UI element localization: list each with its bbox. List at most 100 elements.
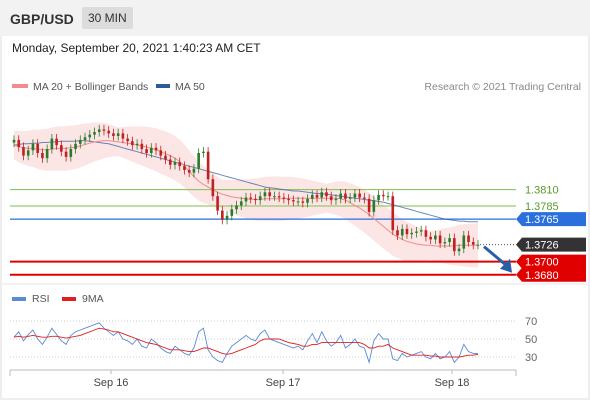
- candle: [396, 225, 399, 241]
- level-label-1.3785: 1.3785: [525, 201, 559, 213]
- candle: [225, 211, 229, 225]
- x-tick-label: Sep 18: [435, 377, 470, 389]
- candle-body: [60, 145, 63, 152]
- rsi-tick-70: 70: [525, 316, 537, 328]
- candle: [363, 192, 366, 204]
- level-label-1.3726: 1.3726: [525, 240, 559, 252]
- candle: [263, 187, 267, 201]
- candle-body: [263, 192, 267, 197]
- rsi-ma9-line: [13, 327, 479, 358]
- candle-body: [239, 201, 243, 206]
- candle: [400, 224, 404, 241]
- candle: [140, 139, 144, 154]
- level-label-1.3700: 1.3700: [525, 257, 559, 269]
- candle-body: [386, 196, 390, 198]
- candle: [448, 233, 451, 247]
- candle: [26, 145, 30, 161]
- candle-body: [244, 197, 248, 202]
- candle-body: [438, 235, 442, 244]
- candle-body: [64, 151, 68, 157]
- candle-body: [197, 152, 200, 169]
- candle: [329, 191, 333, 205]
- candle-body: [443, 242, 447, 244]
- candle-body: [429, 236, 432, 240]
- candle-body: [69, 149, 73, 157]
- candle-body: [78, 139, 82, 144]
- candle: [301, 196, 305, 208]
- candle: [221, 206, 224, 225]
- candle-body: [31, 143, 35, 151]
- ma9-legend-label: 9MA: [82, 293, 104, 305]
- candle: [121, 128, 125, 144]
- candle: [206, 147, 210, 184]
- candle: [467, 230, 470, 247]
- candle: [325, 187, 328, 201]
- candle-body: [334, 198, 338, 201]
- candle-body: [225, 215, 229, 220]
- forecast-arrow-shaft: [483, 245, 509, 268]
- candle: [50, 134, 54, 154]
- candle: [164, 151, 167, 165]
- level-tag-1.3765: [516, 212, 586, 227]
- candle: [320, 187, 324, 203]
- candle: [12, 135, 16, 148]
- candle: [372, 195, 376, 217]
- candle-body: [154, 147, 158, 151]
- candle-body: [164, 155, 167, 160]
- level-label-1.3680: 1.3680: [525, 270, 559, 282]
- symbol-title: GBP/USD: [10, 11, 74, 27]
- candle: [150, 143, 153, 158]
- candle-body: [329, 196, 333, 201]
- candle: [159, 145, 163, 161]
- candle-body: [419, 230, 423, 232]
- candle-body: [36, 143, 39, 153]
- candle-body: [145, 149, 148, 153]
- candle-body: [415, 231, 418, 233]
- candle-body: [434, 235, 437, 240]
- candle-body: [382, 194, 385, 197]
- candle-body: [273, 196, 276, 198]
- candle-body: [168, 159, 172, 165]
- copyright-text: Research © 2021 Trading Central: [424, 81, 581, 93]
- rsi-legend-label: RSI: [32, 293, 50, 305]
- candle: [419, 225, 423, 237]
- forecast-arrow: [483, 245, 512, 273]
- candle-body: [372, 200, 376, 212]
- candle: [135, 139, 139, 150]
- candle: [292, 195, 295, 207]
- candle-body: [121, 133, 125, 139]
- candle: [168, 154, 172, 170]
- candle-body: [310, 194, 314, 199]
- candle: [107, 126, 110, 138]
- candle: [334, 194, 338, 205]
- candle-body: [183, 166, 186, 171]
- candle-body: [45, 149, 49, 159]
- candle: [254, 194, 257, 205]
- chart-datetime: Monday, September 20, 2021 1:40:23 AM CE…: [12, 41, 261, 55]
- candle-body: [116, 133, 120, 136]
- candle: [187, 165, 191, 178]
- candle: [348, 192, 352, 204]
- candle: [476, 240, 480, 250]
- candle-body: [140, 143, 144, 150]
- candle: [282, 192, 286, 204]
- candle: [415, 226, 418, 238]
- x-axis: Sep 16 Sep 17 Sep 18: [9, 369, 517, 389]
- candle: [310, 190, 314, 204]
- candle-body: [301, 201, 305, 203]
- candle-body: [202, 151, 205, 153]
- candle-body: [55, 138, 58, 146]
- candle-body: [221, 210, 224, 220]
- candle-body: [112, 133, 115, 136]
- candle: [192, 164, 196, 178]
- candle-body: [135, 143, 139, 146]
- candle-body: [258, 196, 262, 201]
- candle: [83, 132, 87, 145]
- candle-body: [50, 138, 54, 150]
- candle-body: [363, 197, 366, 199]
- candle: [249, 192, 253, 204]
- candle: [391, 191, 395, 235]
- timeframe-badge[interactable]: 30 MIN: [82, 7, 133, 29]
- candle: [230, 204, 234, 221]
